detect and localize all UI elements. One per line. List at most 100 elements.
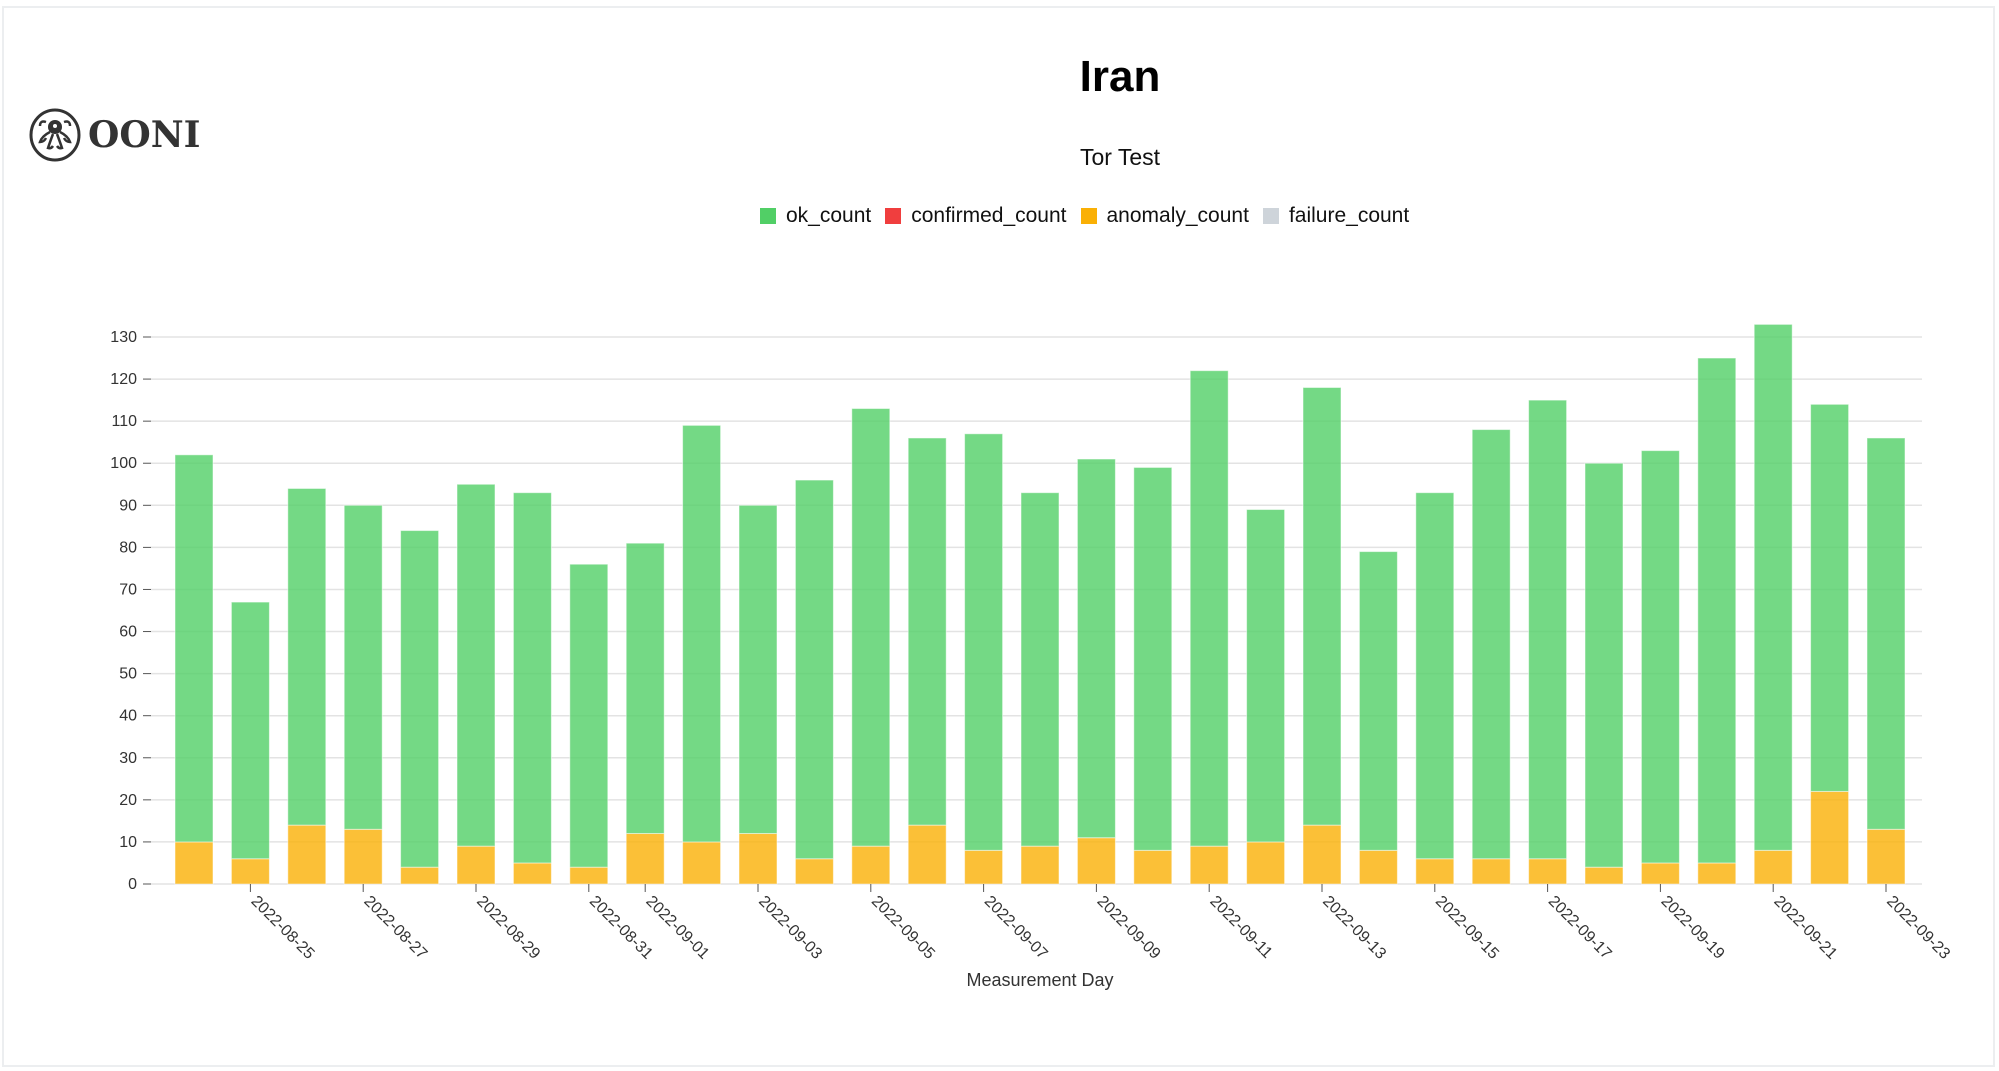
legend-label-failure: failure_count: [1288, 204, 1410, 227]
logo-text: OONI: [88, 114, 201, 156]
bar-anomaly-count: [851, 845, 891, 885]
bar-anomaly-count: [343, 828, 383, 885]
bar-ok-count: [1753, 323, 1793, 851]
bar-ok-count: [1020, 492, 1060, 847]
bar-ok-count: [1189, 370, 1229, 847]
y-tick-label: 110: [111, 413, 137, 430]
legend-item-anomaly[interactable]: anomaly_count: [1080, 204, 1249, 228]
ooni-logo: OONI: [28, 108, 200, 162]
bar-ok-count: [1076, 458, 1116, 839]
legend-swatch-confirmed: [885, 208, 902, 224]
bar-ok-count: [1133, 466, 1173, 851]
bar-ok-count: [682, 424, 722, 843]
bar-ok-count: [569, 563, 609, 868]
x-tick-label: 2022-09-03: [755, 893, 825, 963]
bar-ok-count: [738, 504, 778, 835]
bar-anomaly-count: [1810, 790, 1850, 885]
bar-anomaly-count: [287, 824, 327, 885]
bar-anomaly-count: [230, 858, 270, 885]
legend-swatch-anomaly: [1080, 208, 1097, 224]
bar-ok-count: [1246, 509, 1286, 843]
bar-ok-count: [1866, 437, 1906, 830]
x-tick-label: 2022-09-07: [981, 893, 1051, 963]
y-axis: 0 10 20 30 40 50 60 70 80 90 100 110 120 130: [110, 329, 151, 893]
bar-ok-count: [1358, 551, 1398, 851]
bar-ok-count: [287, 487, 327, 826]
legend-item-ok[interactable]: ok_count: [760, 204, 871, 228]
bar-anomaly-count: [1246, 841, 1286, 885]
x-axis-title: Measurement Day: [966, 970, 1113, 990]
bar-ok-count: [456, 483, 496, 847]
bar-ok-count: [1640, 450, 1680, 864]
y-tick-label: 130: [110, 329, 137, 346]
x-tick-label: 2022-08-29: [473, 893, 543, 963]
bar-ok-count: [1810, 403, 1850, 792]
x-axis: 2022-08-25 2022-08-27 2022-08-29 2022-08-31…: [248, 884, 1953, 963]
bar-anomaly-count: [738, 833, 778, 885]
bar-anomaly-count: [1020, 845, 1060, 885]
y-tick-label: 0: [128, 876, 137, 893]
bar-anomaly-count: [1415, 858, 1455, 885]
legend-label-anomaly: anomaly_count: [1106, 204, 1249, 227]
y-tick-label: 60: [119, 624, 137, 641]
bar-ok-count: [907, 437, 947, 826]
chart-title: Iran: [1079, 52, 1161, 101]
bar-anomaly-count: [625, 833, 665, 885]
bar-anomaly-count: [1584, 866, 1624, 885]
bar-anomaly-count: [964, 849, 1004, 885]
x-tick-label: 2022-09-23: [1883, 893, 1953, 963]
legend-label-confirmed: confirmed_count: [911, 204, 1067, 227]
y-tick-label: 100: [110, 455, 137, 472]
x-tick-label: 2022-09-09: [1094, 893, 1164, 963]
x-tick-label: 2022-08-27: [360, 893, 430, 963]
y-tick-label: 70: [119, 581, 137, 598]
bar-anomaly-count: [1302, 824, 1342, 885]
bar-ok-count: [512, 492, 552, 864]
bar-ok-count: [1697, 357, 1737, 864]
bar-anomaly-count: [682, 841, 722, 885]
bar-anomaly-count: [1528, 858, 1568, 885]
bar-ok-count: [343, 504, 383, 830]
bar-anomaly-count: [1753, 849, 1793, 885]
bar-ok-count: [230, 601, 270, 860]
y-tick-label: 10: [119, 834, 137, 851]
x-tick-label: 2022-08-25: [248, 893, 318, 963]
bar-ok-count: [1528, 399, 1568, 860]
bar-anomaly-count: [1866, 828, 1906, 885]
x-tick-label: 2022-09-15: [1432, 893, 1502, 963]
y-tick-label: 20: [119, 792, 137, 809]
bar-anomaly-count: [1189, 845, 1229, 885]
bars: [174, 323, 1906, 885]
x-tick-label: 2022-09-19: [1658, 893, 1728, 963]
legend-swatch-failure: [1262, 208, 1279, 224]
octopus-icon: [29, 108, 81, 162]
bar-anomaly-count: [1471, 858, 1511, 885]
x-tick-label: 2022-09-05: [868, 893, 938, 963]
y-tick-label: 40: [119, 708, 137, 725]
legend-item-confirmed[interactable]: confirmed_count: [885, 204, 1067, 228]
bar-ok-count: [1584, 462, 1624, 868]
bar-anomaly-count: [1133, 849, 1173, 885]
x-tick-label: 2022-09-21: [1770, 893, 1840, 963]
bar-anomaly-count: [512, 862, 552, 885]
bar-ok-count: [625, 542, 665, 835]
chart-subtitle: Tor Test: [1079, 144, 1161, 170]
bar-anomaly-count: [174, 841, 214, 885]
legend-item-failure[interactable]: failure_count: [1262, 204, 1410, 228]
bar-ok-count: [964, 433, 1004, 851]
x-tick-label: 2022-09-17: [1545, 893, 1615, 963]
page-frame: [2, 6, 1995, 1067]
y-tick-label: 80: [119, 539, 137, 556]
bar-anomaly-count: [569, 866, 609, 885]
bar-anomaly-count: [1076, 837, 1116, 885]
bar-anomaly-count: [400, 866, 440, 885]
bar-anomaly-count: [1358, 849, 1398, 885]
bar-anomaly-count: [1640, 862, 1680, 885]
bar-ok-count: [794, 479, 834, 860]
bar-ok-count: [174, 454, 214, 843]
bar-ok-count: [400, 530, 440, 868]
bar-anomaly-count: [907, 824, 947, 885]
bar-ok-count: [1471, 429, 1511, 860]
x-tick-label: 2022-09-13: [1319, 893, 1389, 963]
